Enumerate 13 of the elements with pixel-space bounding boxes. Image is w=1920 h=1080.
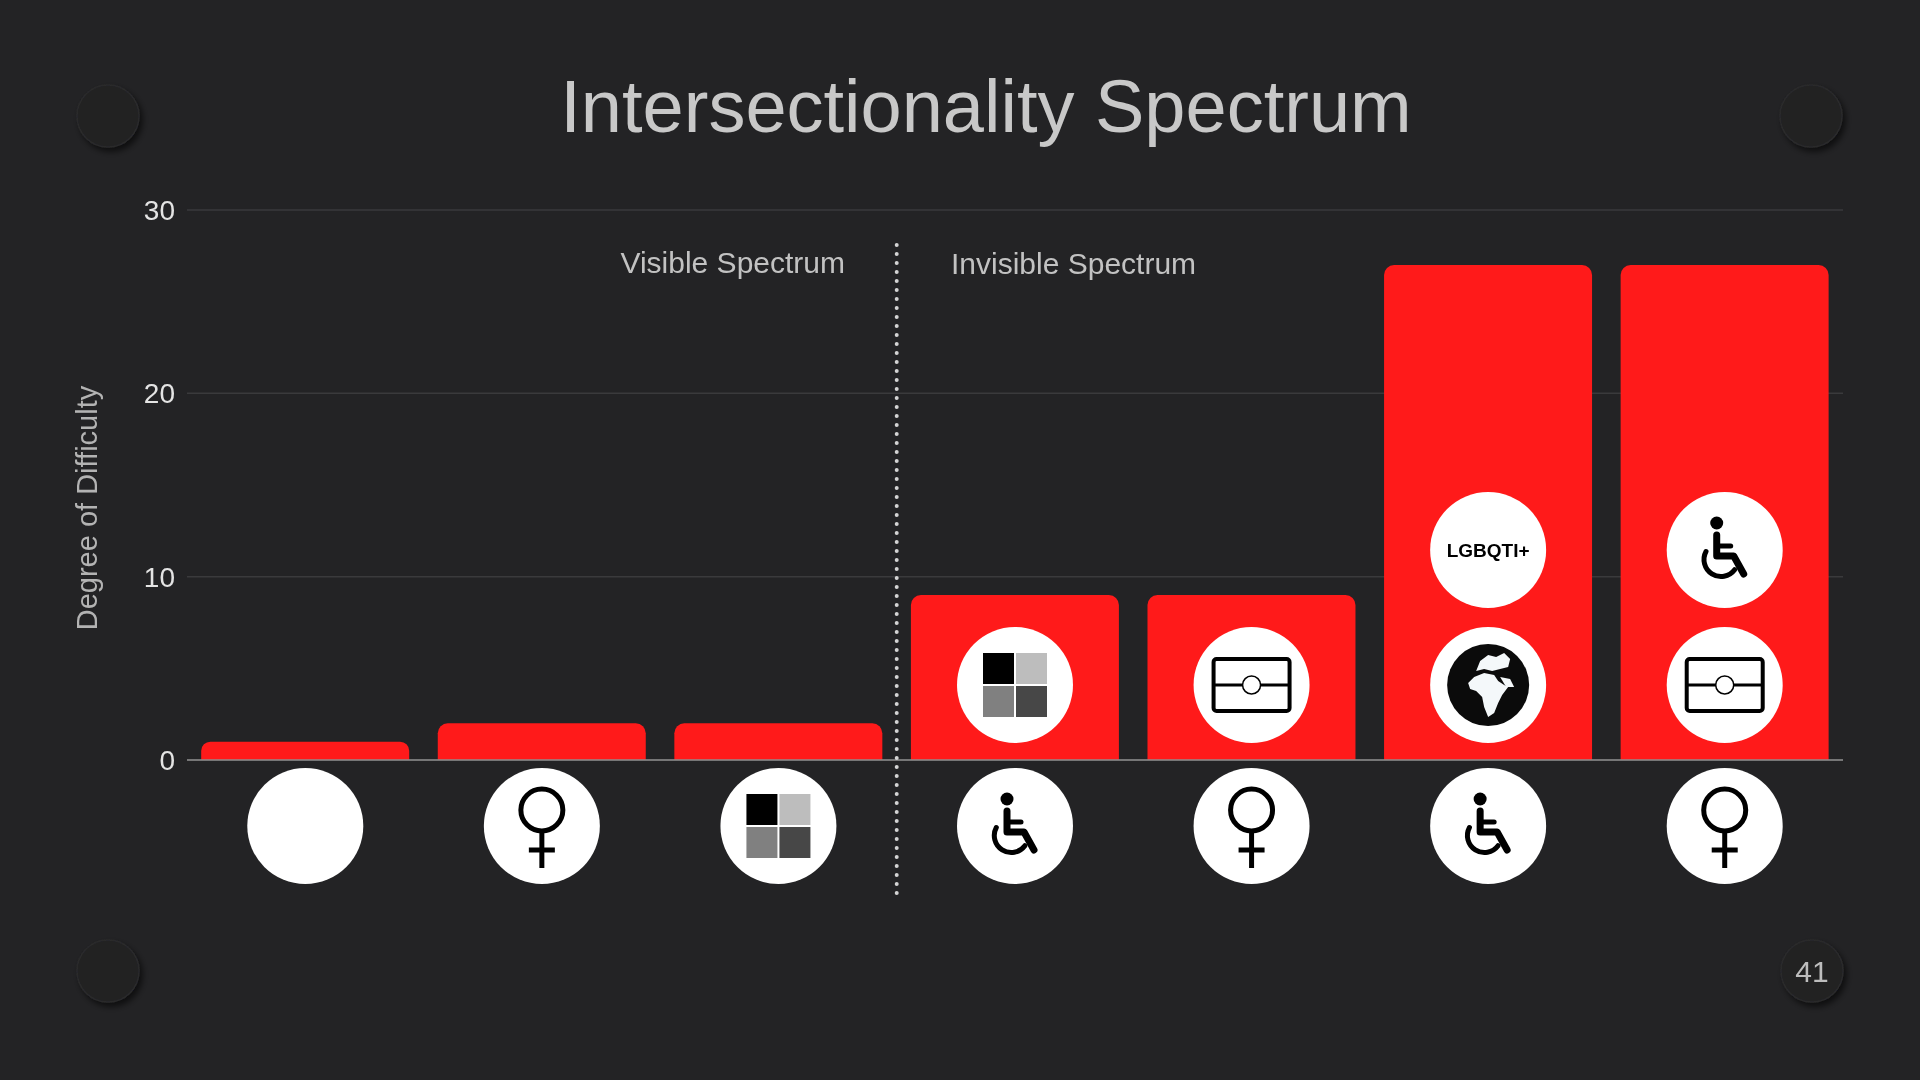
y-tick-label: 0 — [159, 744, 175, 776]
bar — [437, 723, 646, 760]
chart-title: Intersectionality Spectrum — [560, 65, 1412, 148]
y-tick-label: 30 — [143, 194, 175, 226]
y-axis-title: Degree of Difficulty — [71, 385, 103, 631]
bar — [201, 741, 410, 760]
text: 41 — [1795, 955, 1829, 988]
annotation: Visible Spectrum — [620, 246, 845, 279]
y-tick-label: 20 — [143, 378, 175, 410]
y-tick-label: 10 — [143, 561, 175, 593]
annotation: Invisible Spectrum — [951, 247, 1197, 280]
annotation: LGBQTI+ — [1446, 540, 1530, 561]
bar — [674, 723, 883, 760]
